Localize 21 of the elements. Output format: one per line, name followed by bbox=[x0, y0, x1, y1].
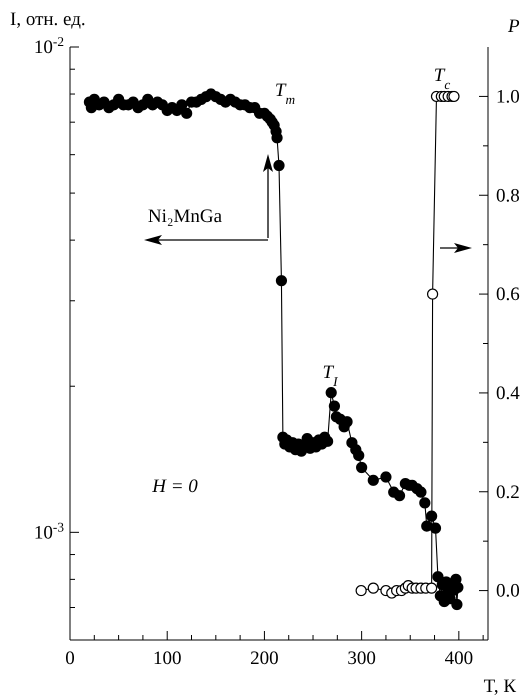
x-tick-label: 400 bbox=[444, 648, 474, 669]
y2-tick-label: 0.0 bbox=[496, 580, 520, 602]
annotation: Ni₂MnGa bbox=[148, 206, 223, 227]
y-axis-title: I, отн. ед. bbox=[10, 9, 86, 30]
y2-tick-label: 0.4 bbox=[496, 382, 520, 404]
x-tick-label: 100 bbox=[152, 648, 182, 669]
annotation: T$_{I}$ bbox=[322, 362, 338, 388]
y2-tick-label: 1.0 bbox=[496, 86, 520, 108]
annotation: T$_{c}$ bbox=[434, 65, 450, 92]
y2-axis-title: P bbox=[507, 16, 520, 37]
annotation: H = 0 bbox=[151, 476, 198, 497]
y2-tick-label: 0.6 bbox=[496, 284, 520, 306]
y-tick-label: 10$^{-2}$ bbox=[34, 34, 64, 58]
y2-tick-label: 0.2 bbox=[496, 482, 520, 503]
y-tick-label: 10$^{-3}$ bbox=[34, 518, 64, 544]
x-tick-label: 200 bbox=[250, 648, 279, 669]
x-axis-title: T, К bbox=[484, 676, 516, 696]
annotation: T$_{m}$ bbox=[274, 80, 296, 106]
y2-tick-label: 0.8 bbox=[496, 185, 520, 206]
x-tick-label: 0 bbox=[65, 648, 75, 669]
x-tick-label: 300 bbox=[347, 648, 376, 669]
